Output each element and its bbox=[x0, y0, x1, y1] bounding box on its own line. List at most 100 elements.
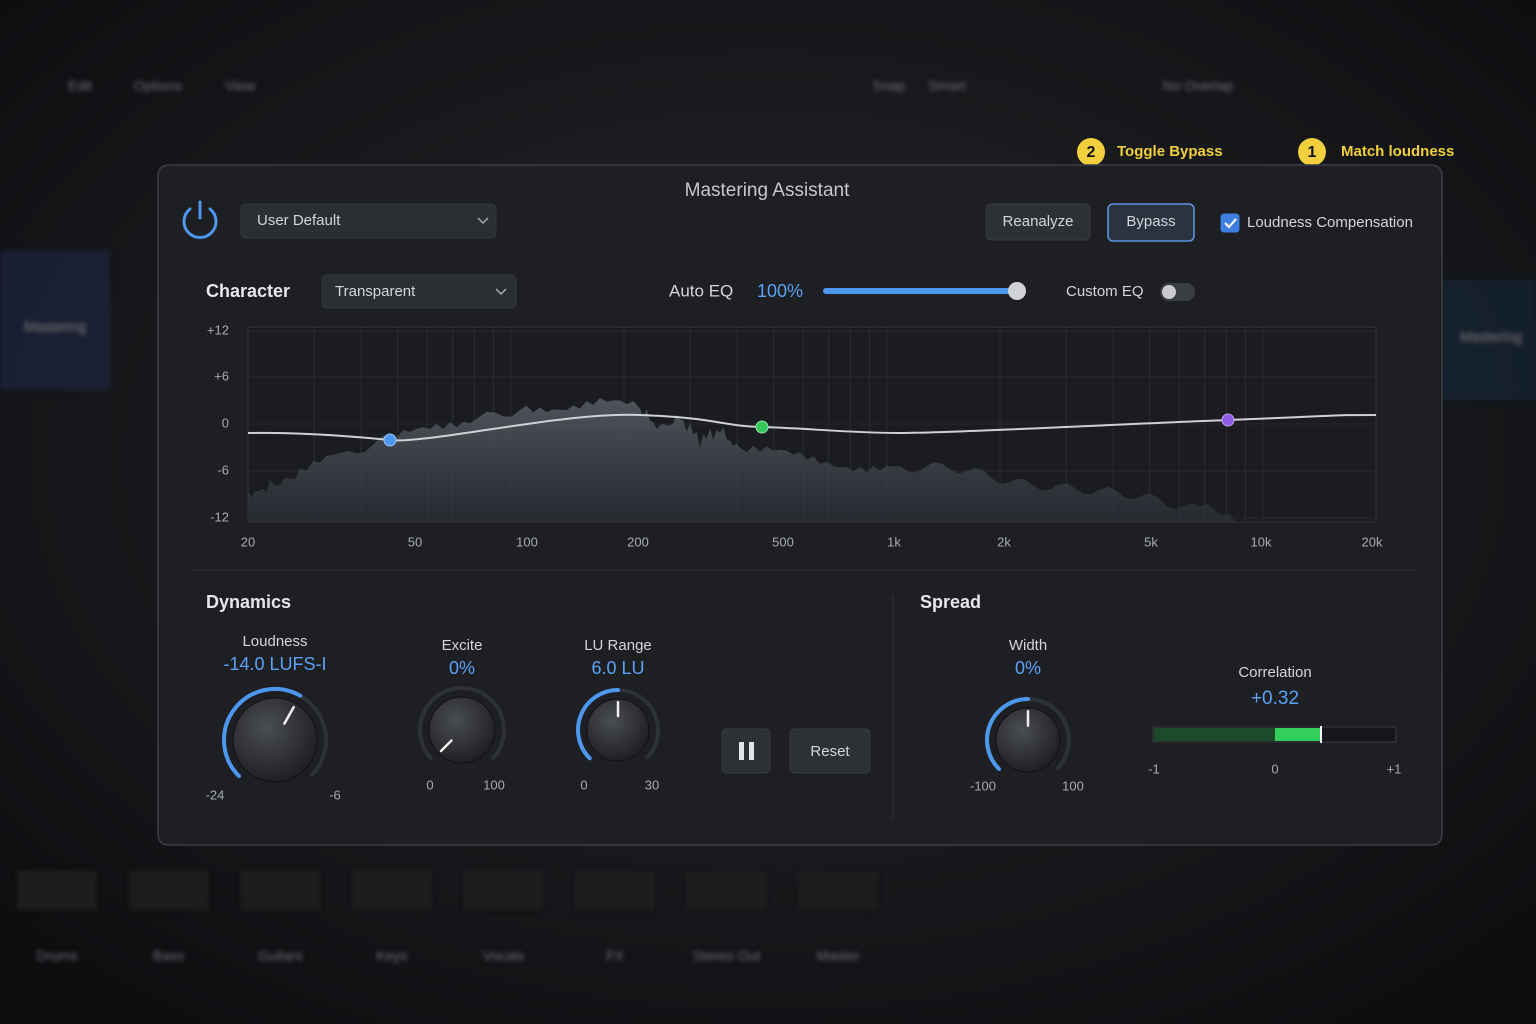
auto-eq-label: Auto EQ bbox=[669, 281, 733, 300]
track-strip bbox=[463, 870, 544, 910]
custom-eq-label: Custom EQ bbox=[1066, 283, 1144, 300]
checkbox-label: Loudness Compensation bbox=[1247, 214, 1413, 231]
correlation-value: +0.32 bbox=[1251, 688, 1299, 709]
checkmark bbox=[1224, 218, 1237, 229]
track-strip bbox=[351, 870, 432, 910]
x-axis-label: 100 bbox=[516, 534, 538, 549]
track-strip bbox=[798, 870, 879, 910]
x-axis-label: 50 bbox=[408, 534, 422, 549]
knob-max: -6 bbox=[329, 787, 341, 802]
annotation-label: Toggle Bypass bbox=[1117, 143, 1223, 160]
button-label: Reset bbox=[810, 743, 850, 760]
track-name: FX bbox=[606, 948, 625, 964]
eq-node[interactable] bbox=[755, 420, 769, 434]
knob-label: Loudness bbox=[242, 633, 307, 650]
knob-label: Excite bbox=[442, 637, 483, 654]
preset-value: User Default bbox=[257, 212, 341, 229]
knob-max: 30 bbox=[645, 777, 659, 792]
loudness-compensation-checkbox[interactable]: Loudness Compensation bbox=[1220, 213, 1413, 233]
custom-eq-toggle[interactable] bbox=[1160, 283, 1195, 301]
window-title: Mastering Assistant bbox=[685, 180, 850, 201]
knob[interactable] bbox=[576, 688, 660, 762]
knob-label: Width bbox=[1009, 637, 1047, 654]
track-name: Master bbox=[817, 948, 860, 964]
knob-min: -24 bbox=[206, 787, 225, 802]
bypass-button[interactable]: Bypass bbox=[1107, 203, 1195, 242]
menu-item: Options bbox=[134, 78, 182, 94]
knob-body bbox=[586, 698, 650, 762]
track-strip bbox=[686, 870, 767, 910]
knob-min: 0 bbox=[426, 777, 433, 792]
knob-indicator bbox=[439, 739, 453, 753]
knob-value: -14.0 LUFS-I bbox=[223, 654, 326, 674]
eq-node[interactable] bbox=[1221, 413, 1235, 427]
y-axis-label: -12 bbox=[210, 509, 229, 524]
annotation-number: 1 bbox=[1308, 144, 1317, 161]
menu-item: Edit bbox=[68, 78, 92, 94]
track-strip bbox=[240, 870, 321, 910]
x-axis-label: 20k bbox=[1362, 534, 1383, 549]
annotation: 2 Toggle Bypass bbox=[1077, 138, 1223, 198]
knob-arc bbox=[576, 688, 620, 761]
meter-scale-label: +1 bbox=[1387, 761, 1402, 776]
knob-value: 0% bbox=[1015, 658, 1041, 678]
menu-item: View bbox=[225, 78, 256, 94]
x-axis-label: 10k bbox=[1251, 534, 1272, 549]
menu-item: Smart bbox=[928, 78, 965, 94]
knob-value: 0% bbox=[449, 658, 475, 678]
knob-min: -100 bbox=[970, 778, 996, 793]
side-label: Mastering bbox=[24, 319, 85, 335]
x-axis-label: 1k bbox=[887, 534, 901, 549]
knob-min: 0 bbox=[580, 777, 587, 792]
track-name: Bass bbox=[153, 948, 184, 964]
track-name: Guitars bbox=[258, 948, 303, 964]
menu-item: No Overlap bbox=[1163, 78, 1234, 94]
character-value: Transparent bbox=[335, 283, 416, 300]
button-label: Reanalyze bbox=[1003, 213, 1074, 230]
knob-arc bbox=[222, 687, 303, 779]
knob-track bbox=[418, 686, 506, 762]
button-label: Bypass bbox=[1126, 213, 1175, 230]
meter-scale-label: -1 bbox=[1148, 761, 1160, 776]
knob[interactable] bbox=[418, 686, 506, 764]
eq-graph: +12 +6 0 -6 -12 20 50 100 200 500 1k 2k 5k 10k 20k bbox=[207, 322, 1383, 549]
knob[interactable] bbox=[222, 687, 328, 783]
auto-eq-slider[interactable] bbox=[823, 282, 1026, 300]
power-button[interactable] bbox=[182, 200, 218, 239]
knob[interactable] bbox=[985, 697, 1071, 773]
meter-scale-label: 0 bbox=[1271, 761, 1278, 776]
x-axis-label: 2k bbox=[997, 534, 1011, 549]
track-strip bbox=[575, 870, 655, 910]
section-title: Spread bbox=[920, 592, 981, 612]
menu-item: Snap bbox=[873, 78, 906, 94]
track-name: Drums bbox=[36, 948, 77, 964]
knob-max: 100 bbox=[483, 777, 505, 792]
pause-button[interactable] bbox=[721, 728, 771, 774]
y-axis-label: +6 bbox=[214, 368, 229, 383]
reset-button[interactable]: Reset bbox=[789, 728, 871, 774]
auto-eq-value: 100% bbox=[757, 281, 803, 301]
knob-arc bbox=[985, 697, 1030, 771]
knob-max: 100 bbox=[1062, 778, 1084, 793]
y-axis-label: 0 bbox=[222, 415, 229, 430]
x-axis-label: 200 bbox=[627, 534, 649, 549]
y-axis-label: -6 bbox=[217, 462, 229, 477]
knob-body bbox=[232, 697, 318, 783]
knob-value: 6.0 LU bbox=[591, 658, 644, 678]
section-title: Character bbox=[206, 281, 290, 301]
knob-body bbox=[428, 696, 496, 764]
knob-label: LU Range bbox=[584, 637, 652, 654]
reanalyze-button[interactable]: Reanalyze bbox=[985, 203, 1091, 241]
x-axis-label: 20 bbox=[241, 534, 255, 549]
eq-node[interactable] bbox=[383, 433, 397, 447]
track-name: Vocals bbox=[483, 948, 524, 964]
annotation-label: Match loudness bbox=[1341, 143, 1454, 160]
knob-indicator bbox=[283, 705, 295, 725]
daw-background: Edit Options View Snap Smart No Overlap Drums… bbox=[0, 78, 1536, 964]
x-axis-label: 500 bbox=[772, 534, 794, 549]
character-dropdown[interactable]: Transparent bbox=[321, 274, 517, 309]
preset-dropdown[interactable]: User Default bbox=[240, 203, 497, 239]
track-name: Keys bbox=[376, 948, 407, 964]
track-strip bbox=[17, 870, 97, 910]
